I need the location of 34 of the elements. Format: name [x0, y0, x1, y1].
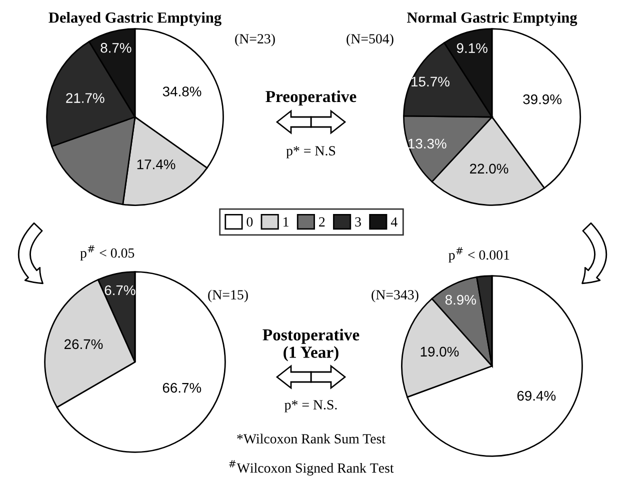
- text: p$^{#}$ < 0.001: [448, 247, 510, 263]
- chart-title: Normal Gastric Emptying: [407, 12, 578, 26]
- text: (N=23): [235, 34, 275, 46]
- data-label: 13.3%: [408, 138, 446, 149]
- data-label: 22.0%: [470, 164, 508, 174]
- data-label: 26.7%: [64, 339, 103, 350]
- data-label: 9.1%: [456, 43, 488, 54]
- data-label: 6.7%: [104, 285, 136, 296]
- text: p$^{#}$ < 0.05: [80, 245, 134, 261]
- text: p* = N.S: [286, 146, 336, 158]
- data-label: 69.4%: [517, 390, 556, 401]
- data-label: 39.9%: [523, 94, 562, 104]
- legend-label: 0: [246, 217, 253, 227]
- text: *Wilcoxon Rank Sum Test: [237, 434, 386, 444]
- data-label: 17.4%: [137, 160, 176, 170]
- legend-label: 4: [390, 217, 398, 226]
- legend-label: 2: [319, 217, 325, 226]
- data-label: 34.8%: [162, 86, 202, 96]
- data-label: 19.0%: [420, 346, 459, 357]
- legend-label: 3: [355, 217, 361, 227]
- data-label: 66.7%: [162, 382, 202, 393]
- text: (N=343): [372, 290, 418, 302]
- text: p* = N.S.: [284, 400, 337, 412]
- text: Postoperative (1 Year): [262, 328, 360, 362]
- legend-label: 1: [284, 217, 288, 226]
- text: $^{#}$Wilcoxon Signed Rank Test: [229, 460, 394, 476]
- text: Preoperative: [266, 90, 356, 106]
- data-label: 21.7%: [66, 93, 104, 103]
- text: (N=504): [346, 34, 394, 46]
- data-label: 8.7%: [100, 42, 132, 53]
- text: (N=15): [208, 290, 248, 302]
- data-label: 15.7%: [412, 76, 450, 87]
- chart-title: Delayed Gastric Emptying: [48, 12, 222, 26]
- data-label: 8.9%: [445, 294, 476, 305]
